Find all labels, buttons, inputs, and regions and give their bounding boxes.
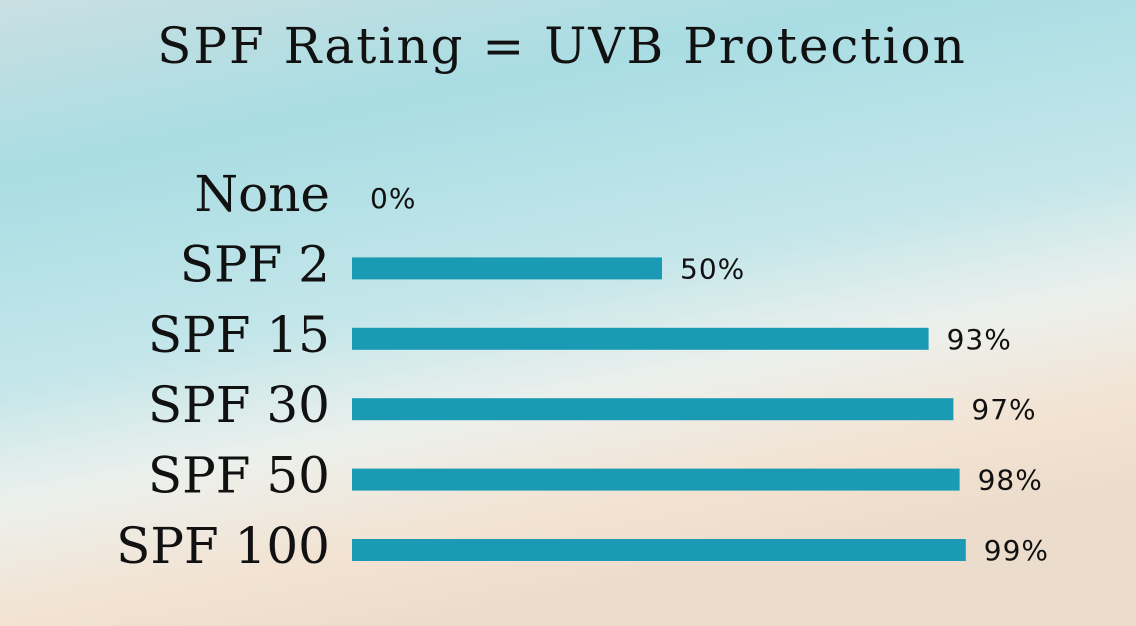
value-label: 0% — [370, 182, 416, 215]
category-label: SPF 100 — [116, 517, 330, 575]
category-label: SPF 2 — [180, 235, 330, 293]
category-label: SPF 15 — [148, 306, 330, 364]
bar — [352, 539, 966, 561]
bar — [352, 327, 929, 350]
value-label: 98% — [978, 464, 1043, 497]
value-label: 97% — [971, 393, 1036, 426]
bar — [352, 468, 960, 491]
value-label: 99% — [984, 534, 1049, 567]
category-label: SPF 50 — [148, 447, 330, 505]
chart-title: SPF Rating = UVB Protection — [157, 17, 967, 75]
bar — [352, 257, 662, 280]
category-label: None — [194, 165, 330, 223]
bar — [352, 398, 954, 421]
category-label: SPF 30 — [148, 376, 330, 434]
value-label: 50% — [680, 252, 745, 285]
value-label: 93% — [947, 323, 1012, 356]
